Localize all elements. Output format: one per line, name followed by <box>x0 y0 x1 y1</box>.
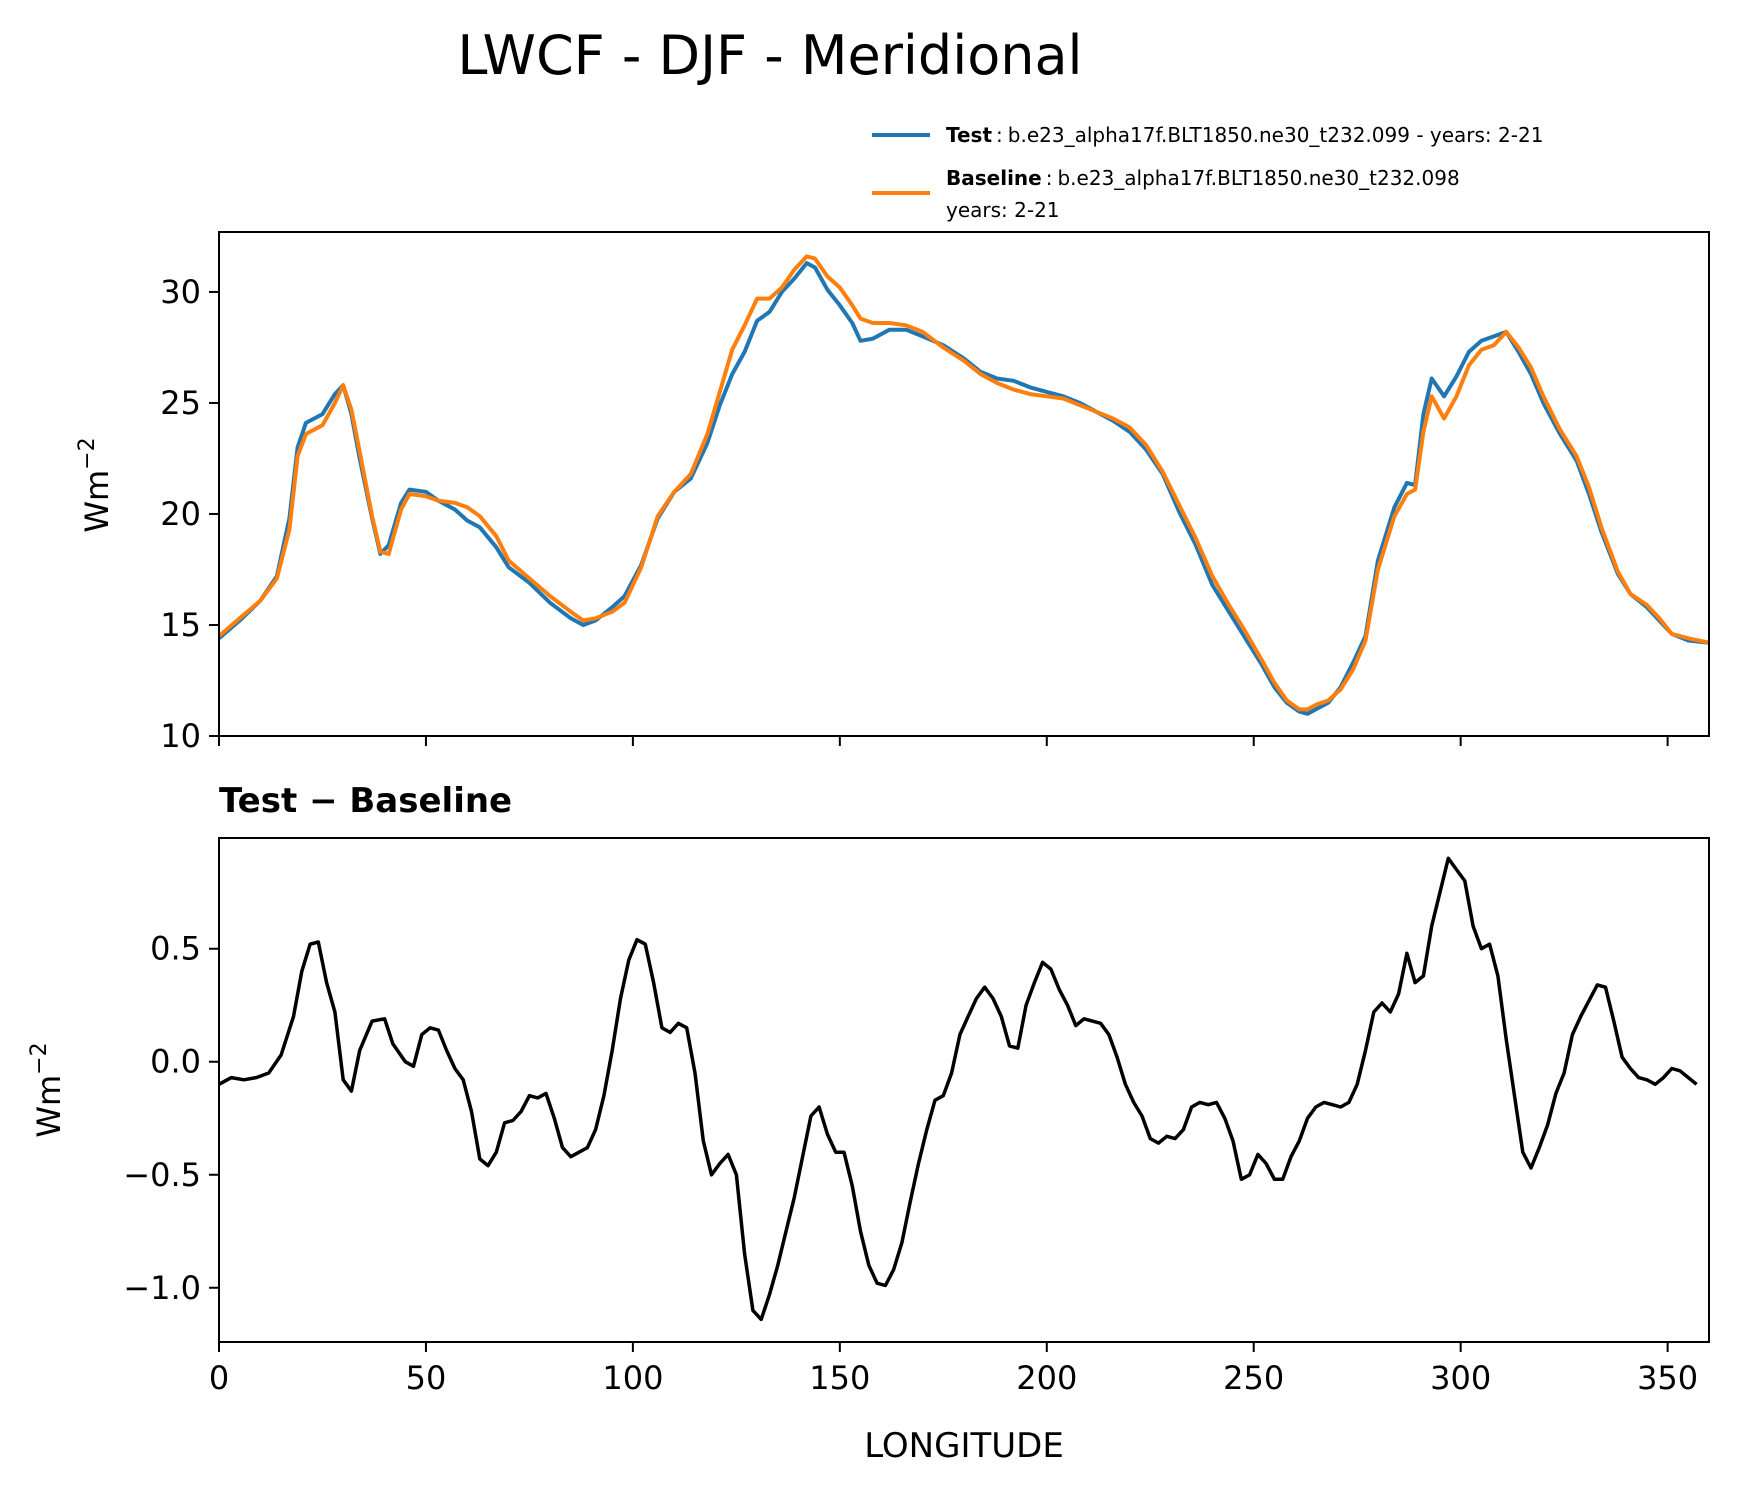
bottom-panel: Test − Baseline −1.0 −0.5 0.0 0.5 0 50 100 150… <box>27 781 1710 1466</box>
bottom-ytick-label: −0.5 <box>123 1156 201 1194</box>
legend-name-baseline: Baseline <box>946 166 1042 190</box>
legend-sep-test: : <box>996 123 1003 147</box>
top-ylabel-exponent: −2 <box>75 437 100 469</box>
top-ylabel-base: Wm <box>78 470 116 533</box>
top-ytick-label: 25 <box>160 384 201 422</box>
top-ylabel: Wm−2 <box>75 437 116 532</box>
bottom-ytick-label: 0.5 <box>150 930 201 968</box>
top-ytick-label: 10 <box>160 717 201 755</box>
bottom-xtick-label: 250 <box>1223 1359 1284 1397</box>
top-y-axis: 10 15 20 25 30 <box>160 273 219 755</box>
bottom-xtick-label: 50 <box>406 1359 447 1397</box>
legend-desc-baseline: b.e23_alpha17f.BLT1850.ne30_t232.098 <box>1057 166 1459 190</box>
bottom-ylabel-exponent: −2 <box>27 1042 52 1074</box>
bottom-y-axis: −1.0 −0.5 0.0 0.5 <box>123 930 219 1307</box>
top-panel-frame <box>218 231 1710 737</box>
top-panel: 10 15 20 25 30 Wm−2 <box>75 231 1710 755</box>
bottom-ytick-label: −1.0 <box>123 1269 201 1307</box>
top-series-group <box>219 254 1709 716</box>
bottom-panel-title: Test − Baseline <box>219 781 512 821</box>
bottom-xtick-label: 100 <box>602 1359 663 1397</box>
top-ytick-label: 20 <box>160 495 201 533</box>
top-ytick-label: 30 <box>160 273 201 311</box>
legend: Test: b.e23_alpha17f.BLT1850.ne30_t232.09… <box>872 123 1543 222</box>
bottom-xlabel: LONGITUDE <box>864 1426 1064 1466</box>
bottom-ytick-label: 0.0 <box>150 1043 201 1081</box>
top-series-line-baseline <box>219 254 1709 712</box>
bottom-x-axis: 0 50 100 150 200 250 300 350 <box>209 1342 1698 1397</box>
bottom-series-group <box>219 856 1698 1322</box>
top-x-axis <box>218 736 1669 746</box>
figure-title: LWCF - DJF - Meridional <box>457 24 1082 87</box>
bottom-xtick-label: 200 <box>1016 1359 1077 1397</box>
legend-label-test: Test: b.e23_alpha17f.BLT1850.ne30_t232.09… <box>946 123 1543 147</box>
top-series-line-test <box>219 261 1709 716</box>
top-ytick-label: 15 <box>160 606 201 644</box>
bottom-series-line-test-baseline <box>219 856 1698 1322</box>
bottom-ylabel-base: Wm <box>30 1075 68 1138</box>
bottom-xtick-label: 0 <box>209 1359 229 1397</box>
bottom-panel-frame <box>218 837 1710 1343</box>
legend-label-baseline: Baseline: b.e23_alpha17f.BLT1850.ne30_t23… <box>946 166 1460 190</box>
legend-desc2-baseline: years: 2-21 <box>946 198 1060 222</box>
legend-sep-baseline: : <box>1046 166 1053 190</box>
legend-desc-test: b.e23_alpha17f.BLT1850.ne30_t232.099 - y… <box>1008 123 1544 147</box>
bottom-xtick-label: 350 <box>1637 1359 1698 1397</box>
bottom-xtick-label: 150 <box>809 1359 870 1397</box>
bottom-ylabel: Wm−2 <box>27 1042 68 1137</box>
bottom-xtick-label: 300 <box>1430 1359 1491 1397</box>
legend-name-test: Test <box>946 123 992 147</box>
